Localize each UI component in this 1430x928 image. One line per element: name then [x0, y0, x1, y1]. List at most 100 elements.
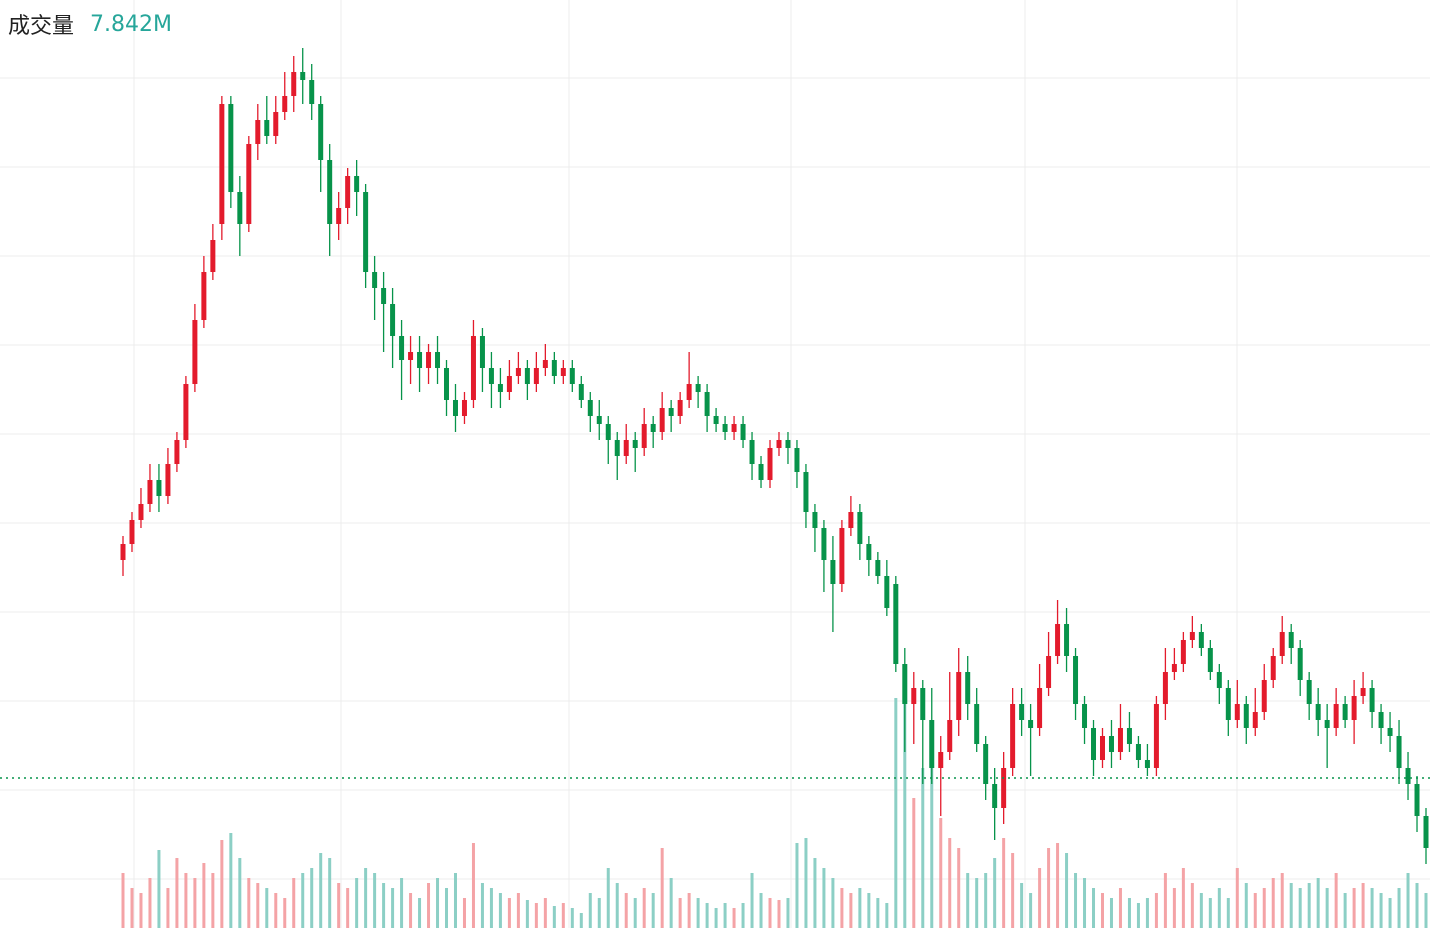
volume-bar	[1226, 898, 1230, 928]
volume-bar	[265, 888, 269, 928]
candle-body	[129, 520, 135, 544]
volume-bar	[1352, 888, 1356, 928]
candle-body	[794, 448, 800, 472]
candle-body	[848, 512, 854, 528]
candle-body	[201, 272, 207, 320]
volume-bar	[121, 873, 125, 928]
volume-bar	[759, 893, 763, 928]
candle-body	[282, 96, 288, 112]
candle-body	[390, 304, 396, 336]
volume-bar	[1181, 868, 1185, 928]
volume-bar	[615, 883, 619, 928]
candle-body	[956, 672, 962, 720]
volume-bar	[1217, 888, 1221, 928]
candle-body	[237, 192, 243, 224]
candle-body	[318, 104, 324, 160]
volume-bar	[768, 898, 772, 928]
candle-body	[866, 544, 872, 560]
candle-body	[533, 368, 539, 384]
volume-bar	[1397, 888, 1401, 928]
candle-body	[983, 744, 989, 784]
volume-bar	[678, 898, 682, 928]
candle-body	[174, 440, 180, 464]
candle-body	[354, 176, 360, 192]
candle-body	[381, 288, 387, 304]
candle-body	[623, 440, 629, 456]
volume-bar	[993, 858, 997, 928]
volume-bar	[705, 903, 709, 928]
candle-body	[893, 584, 899, 664]
candle-body	[336, 208, 342, 224]
candle-body	[1252, 712, 1258, 728]
candle-body	[1019, 704, 1025, 720]
volume-bar	[822, 868, 826, 928]
volume-bar	[364, 868, 368, 928]
volume-bar	[624, 893, 628, 928]
candle-body	[1099, 736, 1105, 760]
volume-bar	[1325, 888, 1329, 928]
candle-body	[695, 384, 701, 392]
volume-bar	[1002, 838, 1006, 928]
volume-bar	[274, 893, 278, 928]
candle-body	[1126, 728, 1132, 744]
volume-bar	[1298, 888, 1302, 928]
volume-bar	[1235, 868, 1239, 928]
volume-bar	[1370, 888, 1374, 928]
candle-body	[578, 384, 584, 400]
candle-body	[911, 688, 917, 704]
candle-body	[992, 784, 998, 808]
candle-body	[1082, 704, 1088, 728]
volume-bar	[921, 768, 925, 928]
volume-bar	[184, 873, 188, 928]
candle-body	[965, 672, 971, 704]
volume-bar	[1127, 898, 1131, 928]
candle-body	[345, 176, 351, 208]
candle-body	[668, 408, 674, 416]
candle-body	[740, 424, 746, 440]
volume-bar	[427, 883, 431, 928]
volume-bar	[256, 883, 260, 928]
candle-body	[399, 336, 405, 360]
candle-body	[1423, 816, 1429, 848]
volume-bar	[588, 893, 592, 928]
candle-body	[839, 528, 845, 584]
volume-bar	[400, 878, 404, 928]
candle-body	[758, 464, 764, 480]
volume-bars	[121, 698, 1428, 928]
volume-bar	[462, 898, 466, 928]
candle-body	[138, 504, 144, 520]
volume-bar	[858, 888, 862, 928]
volume-bar	[687, 893, 691, 928]
candle-body	[165, 464, 171, 496]
candle-body	[902, 664, 908, 704]
volume-bar	[220, 840, 224, 928]
volume-bar	[1163, 873, 1167, 928]
candle-body	[479, 336, 485, 368]
volume-bar	[561, 903, 565, 928]
candle-body	[596, 416, 602, 424]
candle-body	[785, 440, 791, 448]
candle-body	[731, 424, 737, 432]
volume-bar	[516, 893, 520, 928]
candle-body	[255, 120, 261, 144]
candle-body	[327, 160, 333, 224]
volume-bar	[732, 908, 736, 928]
volume-bar	[1424, 893, 1428, 928]
candle-body	[1153, 704, 1159, 768]
candle-body	[776, 440, 782, 448]
candle-body	[1144, 760, 1150, 768]
candle-body	[884, 576, 890, 608]
volume-bar	[1100, 893, 1104, 928]
volume-bar	[436, 878, 440, 928]
volume-bar	[301, 873, 305, 928]
volume-bar	[175, 858, 179, 928]
volume-bar	[714, 908, 718, 928]
volume-bar	[1307, 883, 1311, 928]
volume-bar	[786, 898, 790, 928]
candle-body	[1135, 744, 1141, 760]
candle-body	[1234, 704, 1240, 720]
volume-bar	[1361, 883, 1365, 928]
candle-body	[497, 384, 503, 392]
candle-body	[156, 480, 162, 496]
